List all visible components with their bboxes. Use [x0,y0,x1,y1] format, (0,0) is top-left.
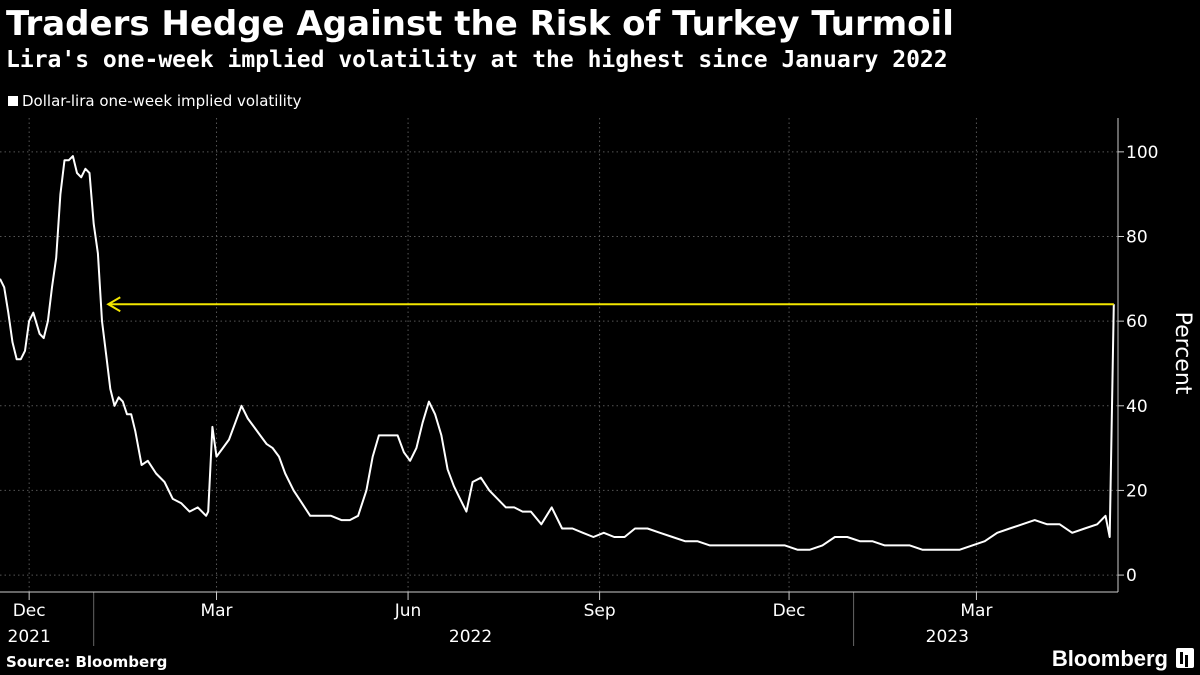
y-axis-title: Percent [1170,312,1195,395]
x-tick-label: Mar [960,601,992,621]
annotation-arrow-head [106,296,121,313]
y-tick-label: 0 [1126,566,1137,586]
axes: 0 20 40 60 80 100 Dec Mar Jun Sep Dec Mar 2021 2022 20… [0,118,1195,647]
legend: Dollar-lira one-week implied volatility [8,91,302,111]
series-layer [0,155,1115,551]
series-line-0 [0,155,1115,551]
x-year-label: 2023 [926,627,969,647]
x-tick-label: Dec [773,601,806,621]
y-tick-label: 80 [1126,228,1148,248]
brand-logo: Bloomberg [1051,646,1168,671]
grid [0,118,1118,592]
y-tick-label: 40 [1126,397,1148,417]
x-tick-label: Jun [394,601,422,621]
terminal-icon [1176,648,1194,668]
legend-label: Dollar-lira one-week implied volatility [22,92,302,110]
x-year-label: 2021 [8,627,51,647]
x-year-label: 2022 [449,627,492,647]
y-tick-label: 100 [1126,143,1158,163]
source-note: Source: Bloomberg [6,653,168,671]
x-tick-label: Dec [13,601,46,621]
x-tick-label: Mar [200,601,232,621]
x-tick-label: Sep [584,601,616,621]
chart-subtitle: Lira's one-week implied volatility at th… [6,47,948,73]
y-tick-label: 20 [1126,481,1148,501]
legend-swatch [8,96,18,106]
chart-title: Traders Hedge Against the Risk of Turkey… [6,4,954,44]
y-tick-label: 60 [1126,312,1148,332]
annotation-layer [106,296,1114,313]
